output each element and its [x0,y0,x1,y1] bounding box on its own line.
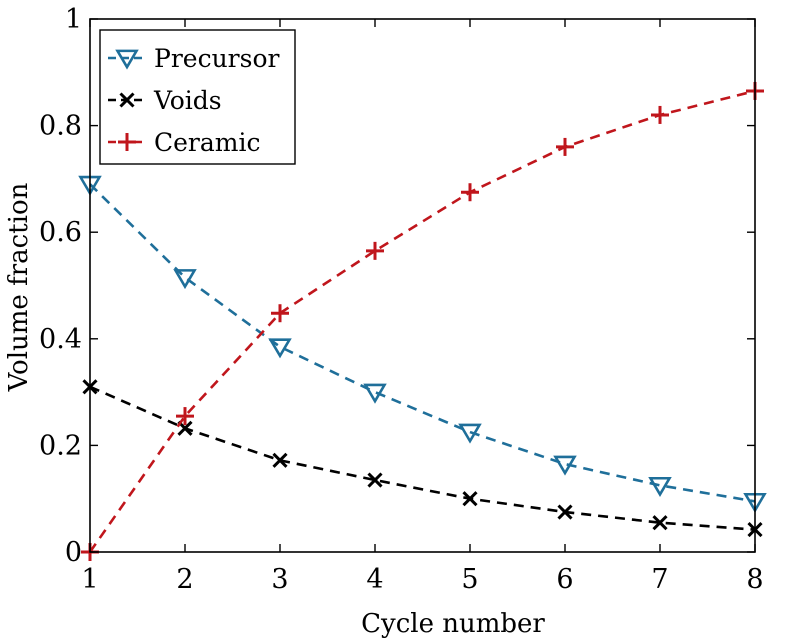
data-point-voids-6 [557,504,573,520]
legend-label-voids: Voids [153,86,222,115]
y-tick-label-4: 0.8 [39,111,82,142]
data-point-precursor-7 [648,476,672,497]
data-point-precursor-5 [458,423,482,444]
legend-marker-precursor [115,49,139,70]
data-point-precursor-3 [268,338,292,359]
x-tick-label-3: 3 [271,564,288,595]
y-tick-label-2: 0.4 [39,324,82,355]
y-tick-label-3: 0.6 [39,217,82,248]
data-point-voids-5 [462,491,478,507]
x-tick-label-4: 4 [366,564,383,595]
y-tick-label-5: 1 [65,4,82,35]
plot-frame [89,18,756,553]
series-line-ceramic [88,89,756,553]
data-point-ceramic-6 [556,137,574,156]
legend-label-ceramic: Ceramic [154,128,260,157]
plot-area [78,81,767,561]
data-point-voids-3 [272,452,288,468]
legend-label-precursor: Precursor [154,44,280,73]
axes: 1 2 3 4 5 6 7 8 0 0.2 0.4 0.6 0.8 1 [39,4,764,595]
data-point-ceramic-4 [366,241,384,260]
x-tick-label-7: 7 [651,564,668,595]
x-axis-title: Cycle number [361,609,545,638]
y-tick-label-1: 0.2 [39,430,82,461]
x-tick-label-6: 6 [556,564,573,595]
series-line-precursor [89,183,756,503]
x-tick-label-1: 1 [81,564,98,595]
legend: Precursor Voids Ceramic [99,29,296,165]
data-point-ceramic-2 [176,407,194,426]
data-point-ceramic-7 [651,105,669,124]
x-tick-label-8: 8 [746,564,763,595]
data-point-precursor-4 [363,383,387,404]
data-point-precursor-6 [553,455,577,476]
legend-marker-ceramic [118,133,136,151]
data-point-precursor-2 [173,269,197,290]
x-tick-label-5: 5 [461,564,478,595]
data-point-ceramic-3 [271,304,289,323]
x-tick-label-2: 2 [176,564,193,595]
y-tick-label-0: 0 [65,537,82,568]
series-line-voids [89,385,756,531]
y-axis-title: Volume fraction [4,182,34,392]
legend-marker-voids [119,92,135,108]
data-point-voids-7 [652,515,668,531]
data-point-ceramic-5 [461,183,479,202]
data-point-voids-4 [367,472,383,488]
